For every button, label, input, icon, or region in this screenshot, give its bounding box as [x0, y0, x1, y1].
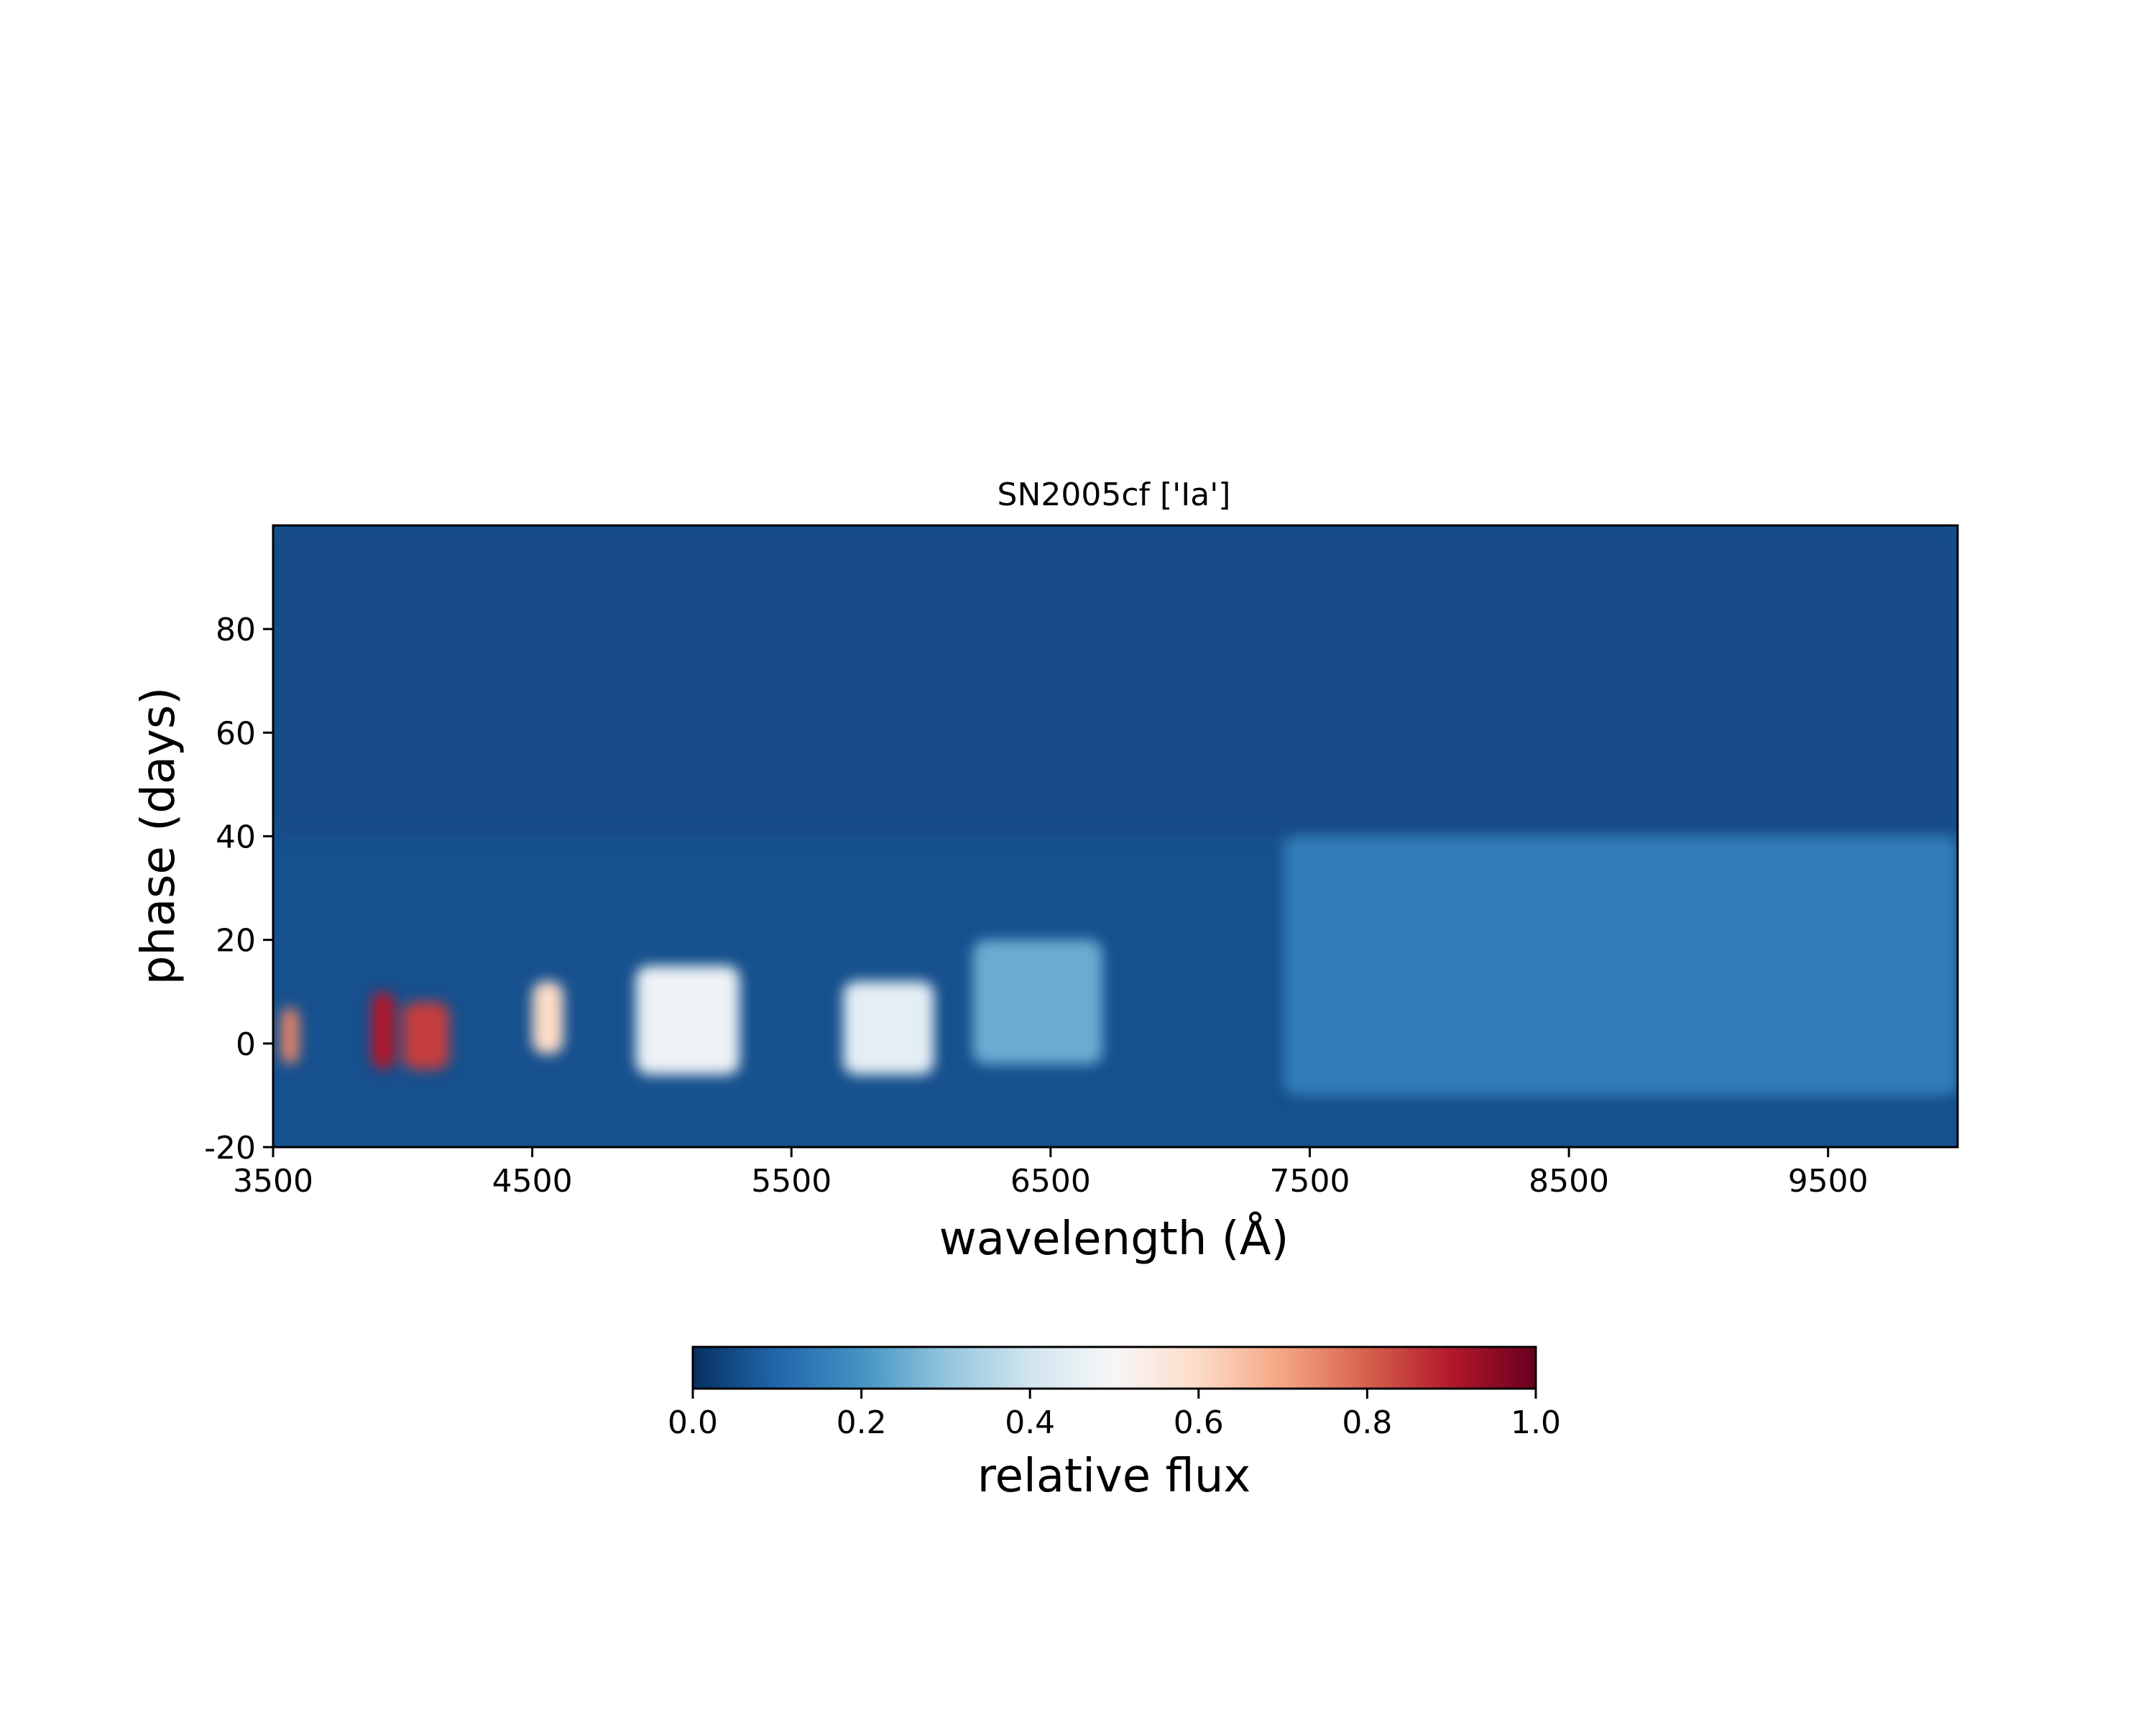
colorbar: 0.0 0.2 0.4 0.6 0.8 1.0 relative flux [668, 1346, 1561, 1503]
colorbar-tick-label: 0.2 [837, 1404, 887, 1441]
plot-area [272, 524, 1959, 1149]
y-tick-label: 40 [216, 819, 256, 856]
y-axis-title: phase (days) [132, 687, 185, 985]
y-tick-label: 20 [216, 923, 256, 960]
heatmap-cell [972, 939, 1102, 1064]
heatmap-cell [843, 981, 934, 1075]
heatmap-features [273, 525, 1958, 1095]
x-tick-label: 6500 [1010, 1163, 1091, 1200]
y-tick-label: 0 [236, 1026, 256, 1063]
colorbar-tick-label: 0.4 [1005, 1404, 1055, 1441]
x-tick-label: 4500 [492, 1163, 573, 1200]
heatmap-cell [635, 965, 740, 1075]
x-axis: 3500 4500 5500 6500 7500 8500 9500 [233, 1147, 1869, 1200]
heatmap-cell [1284, 836, 1958, 1095]
y-axis: -20 0 20 40 60 80 [204, 612, 273, 1167]
heatmap-cell [273, 525, 1958, 837]
heatmap-cell [532, 981, 563, 1054]
colorbar-tick-label: 0.8 [1342, 1404, 1392, 1441]
x-tick-label: 9500 [1788, 1163, 1869, 1200]
y-tick-label: 80 [216, 612, 256, 648]
heatmap [273, 525, 1958, 1147]
heatmap-cell [372, 991, 395, 1070]
x-tick-label: 5500 [751, 1163, 831, 1200]
x-tick-label: 7500 [1269, 1163, 1350, 1200]
x-axis-title: wavelength (Å) [939, 1211, 1289, 1266]
colorbar-label: relative flux [977, 1450, 1251, 1503]
y-tick-label: 60 [216, 715, 256, 752]
heatmap-cell [402, 1002, 450, 1070]
y-tick-label: -20 [204, 1130, 256, 1167]
heatmap-cell [280, 1007, 300, 1064]
colorbar-tick-label: 0.0 [668, 1404, 718, 1441]
colorbar-tick-label: 0.6 [1174, 1404, 1224, 1441]
chart-title: SN2005cf ['Ia'] [998, 477, 1231, 513]
x-tick-label: 3500 [233, 1163, 313, 1200]
colorbar-tick-label: 1.0 [1511, 1404, 1561, 1441]
colorbar-axis: 0.0 0.2 0.4 0.6 0.8 1.0 [668, 1389, 1561, 1441]
colorbar-gradient [691, 1346, 1537, 1390]
x-tick-label: 8500 [1529, 1163, 1609, 1200]
